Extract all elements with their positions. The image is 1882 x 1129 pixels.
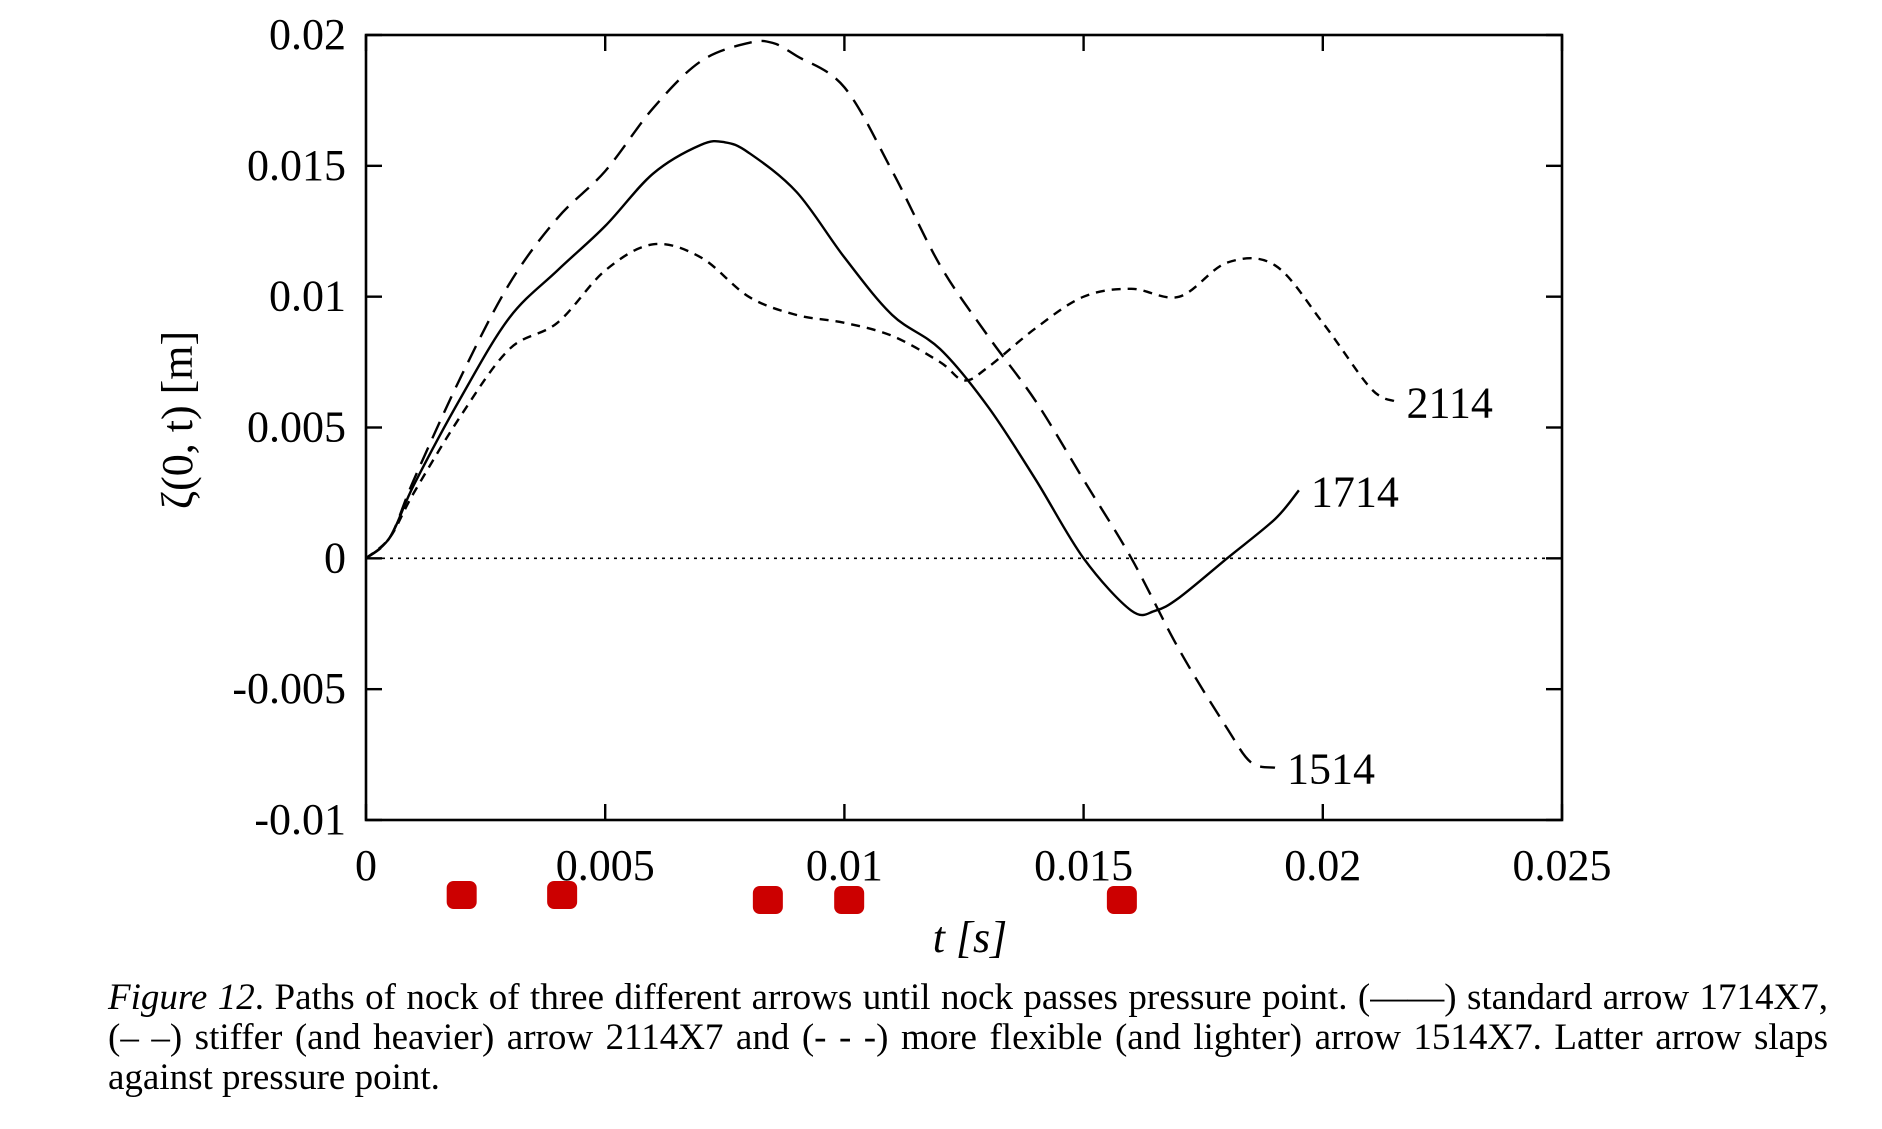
red-marker [547, 881, 578, 909]
red-marker [1106, 886, 1137, 914]
red-marker [834, 886, 865, 914]
y-tick-label: 0.01 [269, 272, 346, 321]
caption-short-dash-symbol: – – [120, 1017, 170, 1058]
figure-caption: Figure 12. Paths of nock of three differ… [108, 978, 1828, 1098]
series-label-1714: 1714 [1311, 467, 1399, 516]
x-tick-label: 0.015 [1034, 841, 1133, 890]
y-tick-label: 0.02 [269, 10, 346, 59]
caption-long-dash-symbol: - - - [814, 1017, 877, 1058]
y-tick-label: 0 [324, 533, 346, 582]
y-tick-label: 0.015 [247, 141, 346, 190]
red-marker [752, 886, 783, 914]
red-markers [446, 881, 1137, 914]
plot-frame [364, 33, 1564, 822]
caption-solid-symbol: —— [1370, 977, 1445, 1018]
y-axis-title: ζ(0, t) [m] [153, 331, 202, 509]
x-tick-label: 0.02 [1284, 841, 1361, 890]
series-line-2114 [365, 242, 1396, 560]
series-lines [365, 39, 1396, 769]
x-tick-labels: 0 0.005 0.01 0.015 0.02 0.025 [355, 841, 1612, 890]
axis-ticks [364, 33, 1564, 822]
x-axis-title: t [s] [933, 913, 1008, 962]
series-label-2114: 2114 [1407, 378, 1493, 427]
caption-text-1: . Paths of nock of three different arrow… [254, 977, 1371, 1018]
caption-text-3: ) stiffer (and heavier) arrow 2114X7 and… [169, 1017, 815, 1058]
figure-label: Figure 12 [108, 977, 255, 1018]
y-tick-label: -0.005 [232, 664, 346, 713]
series-line-1514 [365, 39, 1276, 769]
plot-border [364, 33, 1564, 822]
y-tick-label: -0.01 [254, 795, 346, 844]
x-tick-label: 0.025 [1513, 841, 1612, 890]
series-label-1514: 1514 [1287, 745, 1375, 794]
red-marker [446, 881, 477, 909]
caption-text-2: ) standard arrow 1714X7, ( [108, 977, 1828, 1058]
x-tick-label: 0.01 [806, 841, 883, 890]
x-tick-label: 0 [355, 841, 377, 890]
series-line-1714 [365, 139, 1300, 617]
caption-text-4: ) more flexible (and lighter) arrow 1514… [108, 1017, 1828, 1098]
y-tick-label: 0.005 [247, 403, 346, 452]
y-tick-labels: -0.01 -0.005 0 0.005 0.01 0.015 0.02 [232, 10, 346, 844]
